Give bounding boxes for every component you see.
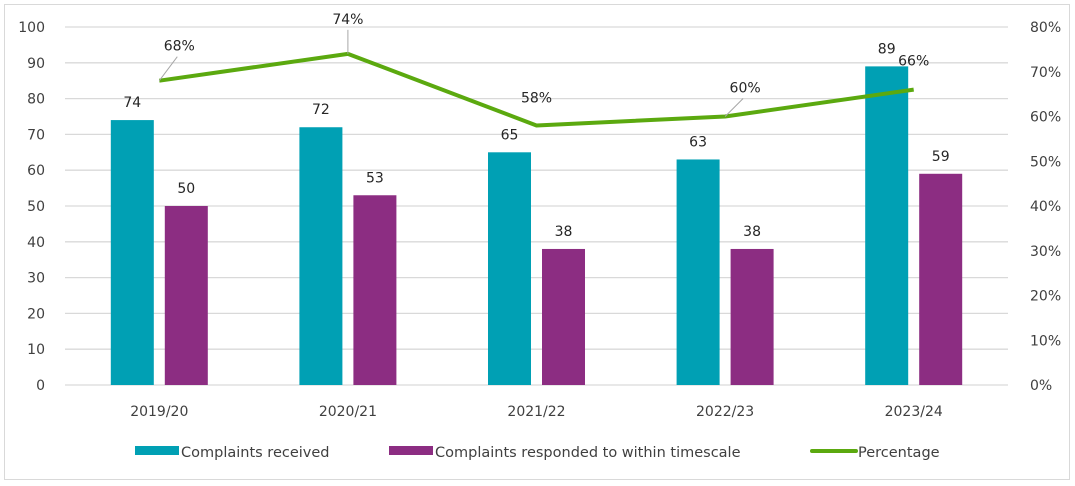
bar-received bbox=[488, 152, 531, 385]
legend-label: Complaints received bbox=[181, 445, 330, 461]
category-label: 2020/21 bbox=[319, 404, 377, 420]
bar-responded bbox=[919, 173, 963, 385]
right-tick-label: 40% bbox=[1030, 199, 1061, 215]
bar-data-label: 50 bbox=[177, 181, 195, 197]
leader-line bbox=[158, 56, 178, 81]
right-tick-label: 10% bbox=[1030, 333, 1061, 349]
left-tick-label: 60 bbox=[27, 163, 45, 179]
bar-received bbox=[865, 66, 909, 385]
bars bbox=[110, 66, 963, 386]
left-tick-label: 30 bbox=[27, 271, 45, 287]
bar-labels: 74 72 65 63 89 50 53 38 38 59 bbox=[123, 41, 949, 240]
left-tick-label: 100 bbox=[18, 20, 45, 36]
legend-swatch bbox=[389, 446, 433, 455]
left-tick-label: 70 bbox=[27, 127, 45, 143]
category-label: 2023/24 bbox=[885, 404, 943, 420]
category-label: 2019/20 bbox=[130, 404, 188, 420]
bar-responded bbox=[730, 248, 774, 385]
category-labels: 2019/20 2020/21 2021/22 2022/23 2023/24 bbox=[130, 404, 943, 420]
bar-data-label: 74 bbox=[123, 95, 141, 111]
line-data-label: 58% bbox=[521, 90, 552, 106]
bar-data-label: 53 bbox=[366, 170, 384, 186]
category-label: 2022/23 bbox=[696, 404, 754, 420]
left-tick-label: 20 bbox=[27, 306, 45, 322]
left-tick-label: 90 bbox=[27, 56, 45, 72]
bar-received bbox=[676, 159, 720, 385]
bar-data-label: 63 bbox=[689, 134, 707, 150]
left-axis-ticks: 0 10 20 30 40 50 60 70 80 90 100 bbox=[18, 20, 45, 394]
legend-label: Percentage bbox=[858, 445, 940, 461]
left-tick-label: 0 bbox=[36, 378, 45, 394]
right-tick-label: 0% bbox=[1030, 378, 1052, 394]
line-data-label: 74% bbox=[332, 12, 363, 28]
right-tick-label: 50% bbox=[1030, 154, 1061, 170]
right-tick-label: 60% bbox=[1030, 110, 1061, 126]
left-tick-label: 50 bbox=[27, 199, 45, 215]
bar-responded bbox=[542, 248, 585, 385]
line-data-label: 66% bbox=[898, 54, 929, 70]
left-tick-label: 10 bbox=[27, 342, 45, 358]
legend-label: Complaints responded to within timescale bbox=[435, 445, 741, 461]
category-label: 2021/22 bbox=[507, 404, 565, 420]
bar-data-label: 59 bbox=[932, 149, 950, 165]
right-tick-label: 70% bbox=[1030, 65, 1061, 81]
bar-data-label: 72 bbox=[312, 102, 330, 118]
left-tick-label: 80 bbox=[27, 92, 45, 108]
bar-responded bbox=[353, 195, 397, 385]
leader-line bbox=[724, 98, 744, 117]
right-tick-label: 30% bbox=[1030, 244, 1061, 260]
line-data-label: 60% bbox=[730, 81, 761, 97]
bar-responded bbox=[164, 206, 208, 385]
legend: Complaints received Complaints responded … bbox=[135, 445, 940, 461]
percentage-line bbox=[159, 51, 914, 128]
chart-frame bbox=[4, 4, 1070, 480]
bar-data-label: 38 bbox=[743, 224, 761, 240]
right-tick-label: 20% bbox=[1030, 289, 1061, 305]
bar-received bbox=[110, 120, 154, 385]
bar-data-label: 89 bbox=[878, 41, 896, 57]
bar-received bbox=[299, 127, 343, 386]
right-axis-ticks: 0% 10% 20% 30% 40% 50% 60% 70% 80% bbox=[1030, 20, 1061, 394]
percentage-line-group: 68% 74% 58% 60% 66% bbox=[158, 12, 929, 128]
right-tick-label: 80% bbox=[1030, 20, 1061, 36]
bar-data-label: 65 bbox=[501, 127, 519, 143]
bar-data-label: 38 bbox=[555, 224, 573, 240]
legend-swatch bbox=[135, 446, 179, 455]
left-tick-label: 40 bbox=[27, 235, 45, 251]
line-data-label: 68% bbox=[164, 39, 195, 55]
